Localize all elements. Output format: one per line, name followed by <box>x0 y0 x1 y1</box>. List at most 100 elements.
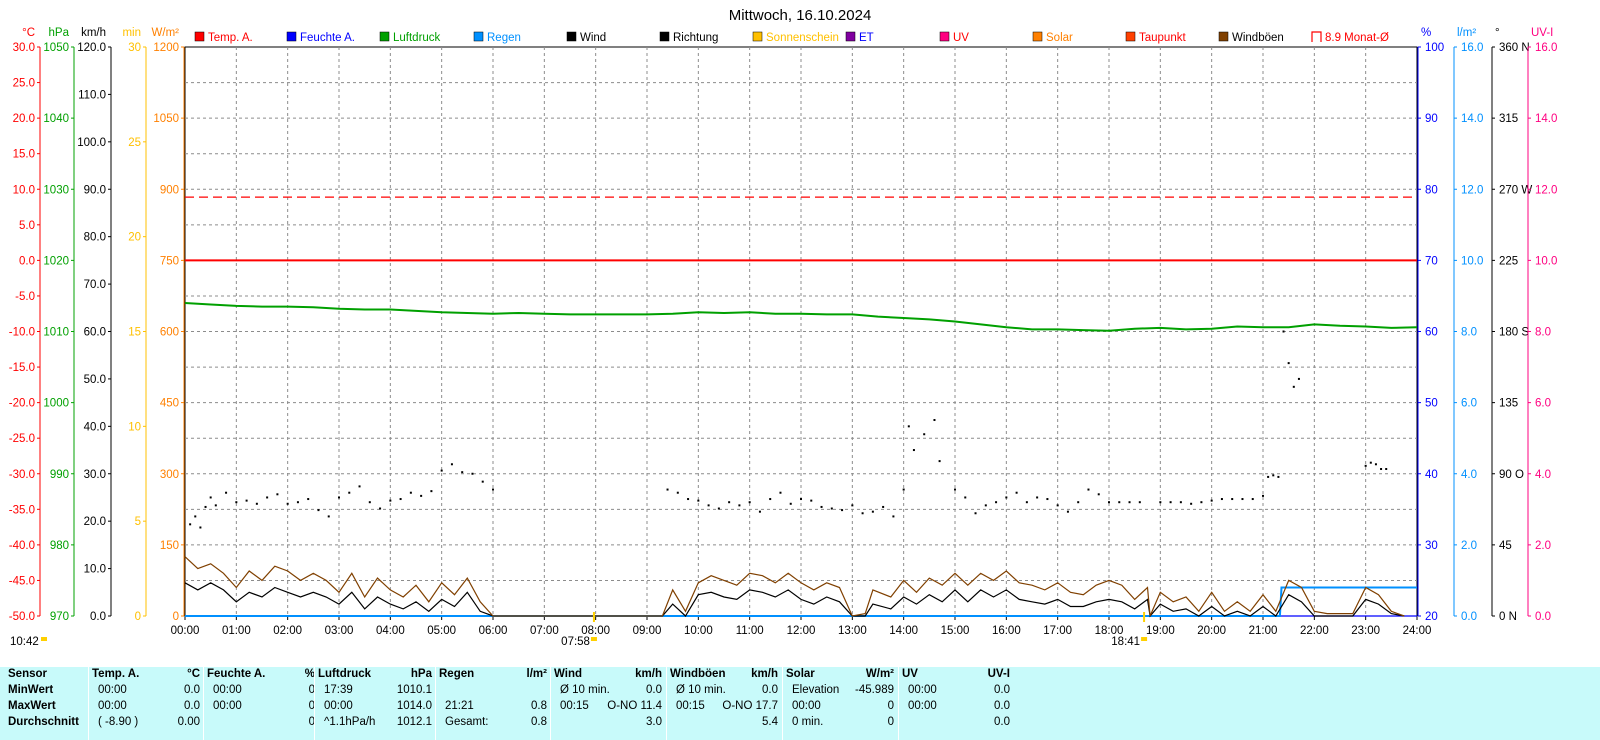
axis-tick-label: 15 <box>128 327 141 339</box>
direction-point <box>399 498 402 501</box>
axis-tick-label: 750 <box>160 255 179 267</box>
stats-column-title: Solar <box>786 668 815 680</box>
stats-row-label: MinWert <box>8 684 54 696</box>
axis-tick-label: 25 <box>128 137 141 149</box>
axis-tick-label: 10.0 <box>84 564 106 576</box>
direction-point <box>1287 362 1290 365</box>
x-tick-label: 15:00 <box>941 625 970 637</box>
direction-point <box>317 509 320 512</box>
direction-point <box>1190 502 1193 505</box>
direction-point <box>225 491 228 494</box>
direction-point <box>471 472 474 475</box>
stats-column-unit: W/m² <box>865 668 894 680</box>
stats-column-divider <box>435 667 436 740</box>
axis-unit-label: l/m² <box>1457 27 1476 39</box>
direction-point <box>1267 475 1270 478</box>
legend-item: ET <box>845 31 874 44</box>
direction-point <box>1374 463 1377 466</box>
direction-point <box>1220 498 1223 501</box>
direction-point <box>1097 493 1100 496</box>
x-tick-label: 06:00 <box>479 625 508 637</box>
stats-cell-value: -45.989 <box>854 684 894 696</box>
direction-point <box>1262 494 1264 497</box>
axis-tick-label: 150 <box>160 540 179 552</box>
axis-tick-label: 60 <box>1425 327 1438 339</box>
axis-tick-label: 15.0 <box>13 149 35 161</box>
stats-cell-label: 00:15 <box>676 700 705 712</box>
stats-column-unit: km/h <box>751 668 778 680</box>
current-time-label: 10:42 <box>10 636 39 648</box>
stats-cell-value: 0 <box>308 684 315 696</box>
direction-point <box>830 507 833 510</box>
direction-point <box>1108 501 1110 504</box>
axis-tick-label: 6.0 <box>1535 398 1551 410</box>
axis-tick-label: 8.0 <box>1535 327 1551 339</box>
x-tick-label: 11:00 <box>736 625 764 637</box>
legend-swatch <box>1218 31 1229 42</box>
direction-point <box>1179 501 1182 504</box>
stats-column-divider <box>898 667 899 740</box>
series-richtung <box>189 330 1388 529</box>
direction-point <box>1272 474 1275 477</box>
direction-point <box>1231 498 1234 501</box>
direction-point <box>1118 501 1121 504</box>
axis-tick-label: 315 <box>1499 113 1518 125</box>
legend-label: UV <box>953 32 969 44</box>
axis-tick-label: 14.0 <box>1535 113 1557 125</box>
axis-tick-label: 40.0 <box>84 421 106 433</box>
axis-tick-label: 20.0 <box>13 113 35 125</box>
direction-point <box>1077 501 1080 504</box>
direction-point <box>189 523 192 526</box>
sunset-label: 18:41 <box>1111 636 1140 648</box>
direction-point <box>1369 461 1372 464</box>
stats-cell-value: 5.4 <box>762 716 778 728</box>
direction-point <box>995 501 998 504</box>
weather-chart: Mittwoch, 16.10.2024 Temp. A. Feuchte A. L… <box>8 7 1558 648</box>
direction-point <box>214 504 217 507</box>
axis-tick-label: 30 <box>1425 540 1438 552</box>
direction-point <box>307 498 310 501</box>
direction-point <box>379 507 382 510</box>
axis-tick-label: 1030 <box>43 184 69 196</box>
series-line <box>185 586 1417 617</box>
legend-swatch <box>659 31 670 42</box>
series-regen <box>185 586 1417 617</box>
legend-item: 8.9 Monat-Ø <box>1311 31 1389 44</box>
direction-point <box>266 496 269 499</box>
direction-point <box>296 501 299 504</box>
stats-cell-value: 0.0 <box>762 684 778 696</box>
axis-tick-label: -35.0 <box>9 504 35 516</box>
axis-tick-label: 40 <box>1425 469 1438 481</box>
stats-cell-label: 00:00 <box>908 700 937 712</box>
legend-swatch <box>1125 31 1136 42</box>
direction-point <box>1128 501 1131 504</box>
legend-swatch <box>286 31 297 42</box>
stats-row-label: MaxWert <box>8 700 56 712</box>
direction-point <box>697 499 700 502</box>
axis-tick-label: 0 N <box>1499 611 1517 623</box>
axis-tick-label: 360 N <box>1499 42 1530 54</box>
axis-unit-label: hPa <box>49 27 70 39</box>
legend-label: Wind <box>580 32 606 44</box>
axis-tick-label: 50 <box>1425 398 1438 410</box>
direction-point <box>481 480 484 483</box>
direction-point <box>1025 501 1028 504</box>
direction-point <box>841 509 844 512</box>
stats-cell-value: 3.0 <box>646 716 662 728</box>
legend-item: Taupunkt <box>1125 31 1186 44</box>
axis-tick-label: 80.0 <box>84 232 106 244</box>
direction-point <box>707 504 710 507</box>
axis-unit-label: W/m² <box>152 27 180 39</box>
direction-point <box>389 499 392 502</box>
axis-unit-label: min <box>122 27 141 39</box>
stats-cell-label: 0 min. <box>792 716 824 728</box>
stats-cell-label: 00:00 <box>324 700 353 712</box>
stats-column-title: UV <box>902 668 918 680</box>
direction-point <box>907 425 910 428</box>
legend-swatch <box>473 31 484 42</box>
legend-label: 8.9 Monat-Ø <box>1325 32 1389 44</box>
direction-point <box>1159 501 1162 504</box>
series-line <box>184 556 1405 617</box>
axis-tick-label: 1010 <box>43 327 69 339</box>
axis-tick-label: -30.0 <box>9 469 35 481</box>
